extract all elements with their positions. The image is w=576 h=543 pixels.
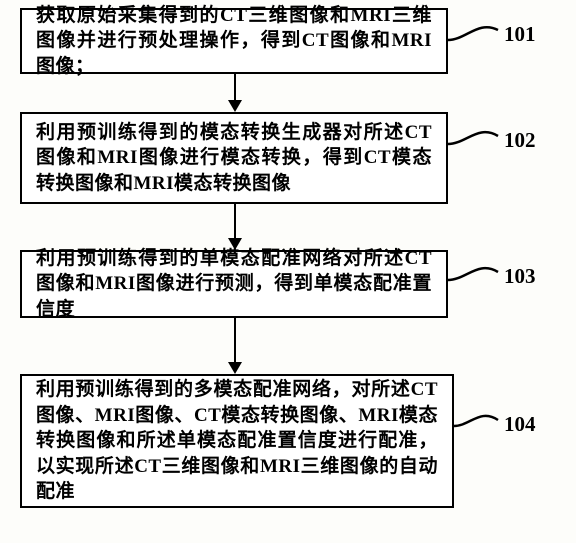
flow-node-text: 利用预训练得到的多模态配准网络，对所述CT图像、MRI图像、CT模态转换图像、M… <box>36 377 438 505</box>
flow-node-step4: 利用预训练得到的多模态配准网络，对所述CT图像、MRI图像、CT模态转换图像、M… <box>20 374 454 508</box>
connector-line <box>446 116 506 156</box>
step-label-l1: 101 <box>504 22 536 47</box>
step-label-l2: 102 <box>504 128 536 153</box>
flow-node-step2: 利用预训练得到的模态转换生成器对所述CT图像和MRI图像进行模态转换，得到CT模… <box>20 112 448 204</box>
flow-node-text: 利用预训练得到的单模态配准网络对所述CT图像和MRI图像进行预测，得到单模态配准… <box>36 246 432 323</box>
arrow-line <box>234 318 236 363</box>
flow-node-text: 获取原始采集得到的CT三维图像和MRI三维图像并进行预处理操作，得到CT图像和M… <box>36 3 432 80</box>
flow-node-step3: 利用预训练得到的单模态配准网络对所述CT图像和MRI图像进行预测，得到单模态配准… <box>20 250 448 318</box>
flow-node-text: 利用预训练得到的模态转换生成器对所述CT图像和MRI图像进行模态转换，得到CT模… <box>36 120 432 197</box>
arrow-line <box>234 74 236 101</box>
arrow-head-icon <box>228 362 242 374</box>
arrow-head-icon <box>228 100 242 112</box>
step-label-l3: 103 <box>504 264 536 289</box>
connector-line <box>446 252 506 292</box>
connector-line <box>452 398 512 438</box>
arrow-line <box>234 204 236 239</box>
connector-line <box>446 12 506 52</box>
arrow-head-icon <box>228 238 242 250</box>
flow-node-step1: 获取原始采集得到的CT三维图像和MRI三维图像并进行预处理操作，得到CT图像和M… <box>20 8 448 74</box>
